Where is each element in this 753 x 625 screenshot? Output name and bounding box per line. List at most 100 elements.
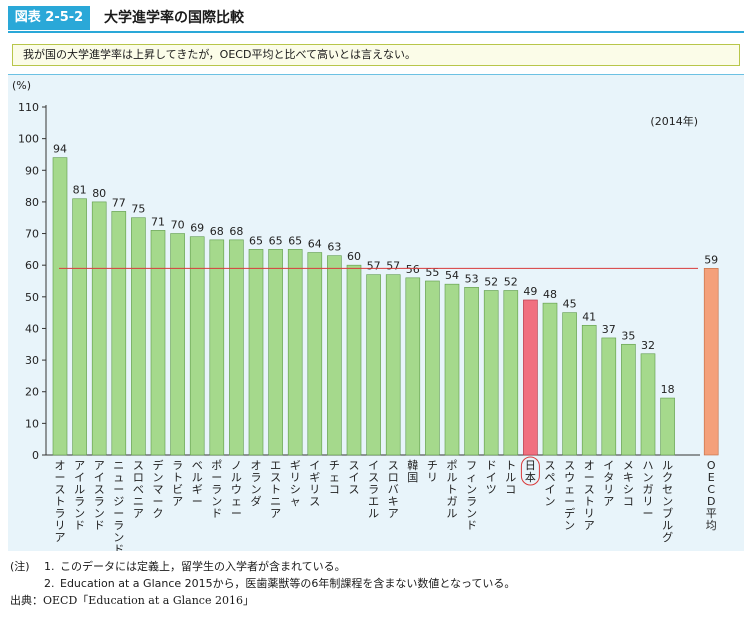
bar: [483, 290, 499, 456]
x-category-label: ラトビア: [172, 459, 183, 508]
x-category-label: チェコ: [329, 459, 340, 496]
x-category-label: イスラエル: [368, 459, 379, 520]
note-number: 1.: [44, 560, 55, 573]
y-tick-label: 110: [18, 101, 39, 114]
bar: [405, 277, 421, 456]
bar-value-label: 75: [131, 203, 145, 216]
bar: [385, 274, 401, 456]
x-category-label: ポーランド: [211, 459, 222, 520]
y-tick-label: 90: [25, 164, 39, 177]
bar-value-label: 49: [523, 285, 537, 298]
x-category-label: チリ: [427, 459, 438, 484]
bar: [72, 198, 87, 456]
bar-value-label: 65: [249, 234, 263, 247]
bar-value-label: 18: [661, 383, 675, 396]
y-tick-label: 30: [25, 354, 39, 367]
year-annotation: (2014年): [650, 114, 698, 128]
bar: [621, 343, 636, 456]
bar-value-label: 56: [406, 263, 420, 276]
source-line: 出典：OECD「Education at a Glance 2016」: [10, 594, 254, 607]
x-category-label: 韓国: [407, 459, 418, 484]
x-category-label: 日本: [525, 459, 536, 484]
bar-value-label: 45: [563, 298, 577, 311]
bar: [523, 299, 538, 456]
x-category-label: スウェーデン: [564, 459, 575, 532]
bar-value-label: 71: [151, 215, 165, 228]
bar: [601, 337, 617, 456]
bar-value-label: 53: [465, 272, 479, 285]
x-category-label: イギリス: [309, 459, 320, 508]
x-category-label: スイス: [349, 459, 360, 496]
y-tick-label: 20: [25, 386, 39, 399]
bar: [52, 157, 68, 456]
x-category-label: オランダ: [251, 459, 262, 508]
bar-value-label: 59: [704, 253, 718, 266]
bar-value-label: 52: [484, 275, 498, 288]
y-tick-label: 70: [25, 228, 39, 241]
bar: [131, 217, 146, 456]
bar: [229, 239, 244, 456]
bar: [542, 302, 558, 456]
x-category-label: ルクセンブルグ: [662, 459, 673, 544]
note-2: 2. Education at a Glance 2015から，医歯薬獣等の6年制…: [10, 575, 515, 592]
x-category-label: ドイツ: [486, 459, 497, 496]
bar-value-label: 63: [327, 241, 341, 254]
x-category-label: ギリシャ: [290, 459, 301, 508]
x-category-label: オーストリア: [584, 459, 595, 532]
y-tick-label: 50: [25, 291, 39, 304]
x-category-label: アイスランド: [94, 459, 105, 532]
bar: [111, 211, 127, 456]
bar: [503, 290, 519, 456]
x-category-label: トルコ: [505, 459, 516, 496]
chart-frame: (%) 0 10 20 30 40 50 60 70 80 90 100 110 (2014年) 94 オース…: [8, 74, 744, 551]
y-tick-label: 0: [32, 449, 39, 462]
bar-value-label: 52: [504, 275, 518, 288]
bar: [189, 236, 205, 456]
x-category-label: ベルギー: [192, 459, 203, 508]
bar-value-label: 35: [621, 329, 635, 342]
x-category-label: オーストラリア: [55, 459, 66, 544]
bar-value-label: 48: [543, 288, 557, 301]
x-category-label: イタリア: [603, 459, 614, 508]
note-text: このデータには定義上，留学生の入学者が含まれている。: [60, 560, 346, 573]
bar-chart: (%) 0 10 20 30 40 50 60 70 80 90 100 110 (2014年) 94 オース…: [12, 79, 719, 551]
bar-value-label: 55: [425, 266, 439, 279]
x-category-label: アイルランド: [74, 459, 85, 532]
bar-value-label: 41: [582, 310, 596, 323]
bar: [366, 274, 381, 456]
figure-title: 大学進学率の国際比較: [104, 10, 244, 26]
bar-value-label: 32: [641, 339, 655, 352]
bar: [268, 249, 283, 456]
x-category-label: ハンガリー: [643, 459, 654, 520]
notes-section: (注) 1. このデータには定義上，留学生の入学者が含まれている。 2. Educat…: [10, 558, 515, 609]
bar: [703, 268, 719, 456]
y-tick-label: 40: [25, 322, 39, 335]
x-category-label: スロバキア: [388, 459, 399, 520]
y-tick-label: 60: [25, 259, 39, 272]
x-category-label: ノルウェー: [231, 459, 242, 520]
x-category-label: メキシコ: [623, 459, 634, 508]
note-number: 2.: [44, 577, 55, 590]
x-category-label: ニュージーランド: [113, 459, 124, 551]
bar-value-label: 81: [73, 184, 87, 197]
bar-value-label: 54: [445, 269, 459, 282]
bar: [444, 283, 460, 456]
bar: [660, 397, 675, 456]
figure-number-badge: 図表 2-5-2: [8, 6, 90, 30]
y-tick-label: 80: [25, 196, 39, 209]
bar-value-label: 57: [367, 260, 381, 273]
bar-value-label: 69: [190, 222, 204, 235]
y-tick-label: 10: [25, 417, 39, 430]
bar-value-label: 64: [308, 238, 322, 251]
note-1: (注) 1. このデータには定義上，留学生の入学者が含まれている。: [10, 558, 515, 575]
bar-value-label: 77: [112, 196, 126, 209]
bar-value-label: 68: [210, 225, 224, 238]
x-category-label: スロベニア: [133, 459, 144, 520]
bar: [170, 233, 185, 456]
x-category-label: スペイン: [545, 459, 556, 508]
figure-header: 図表 2-5-2 大学進学率の国際比較: [8, 6, 744, 33]
x-category-label: ポルトガル: [447, 459, 458, 520]
bar: [248, 249, 264, 456]
x-category-label: フィンランド: [466, 459, 477, 532]
bar: [346, 264, 362, 456]
